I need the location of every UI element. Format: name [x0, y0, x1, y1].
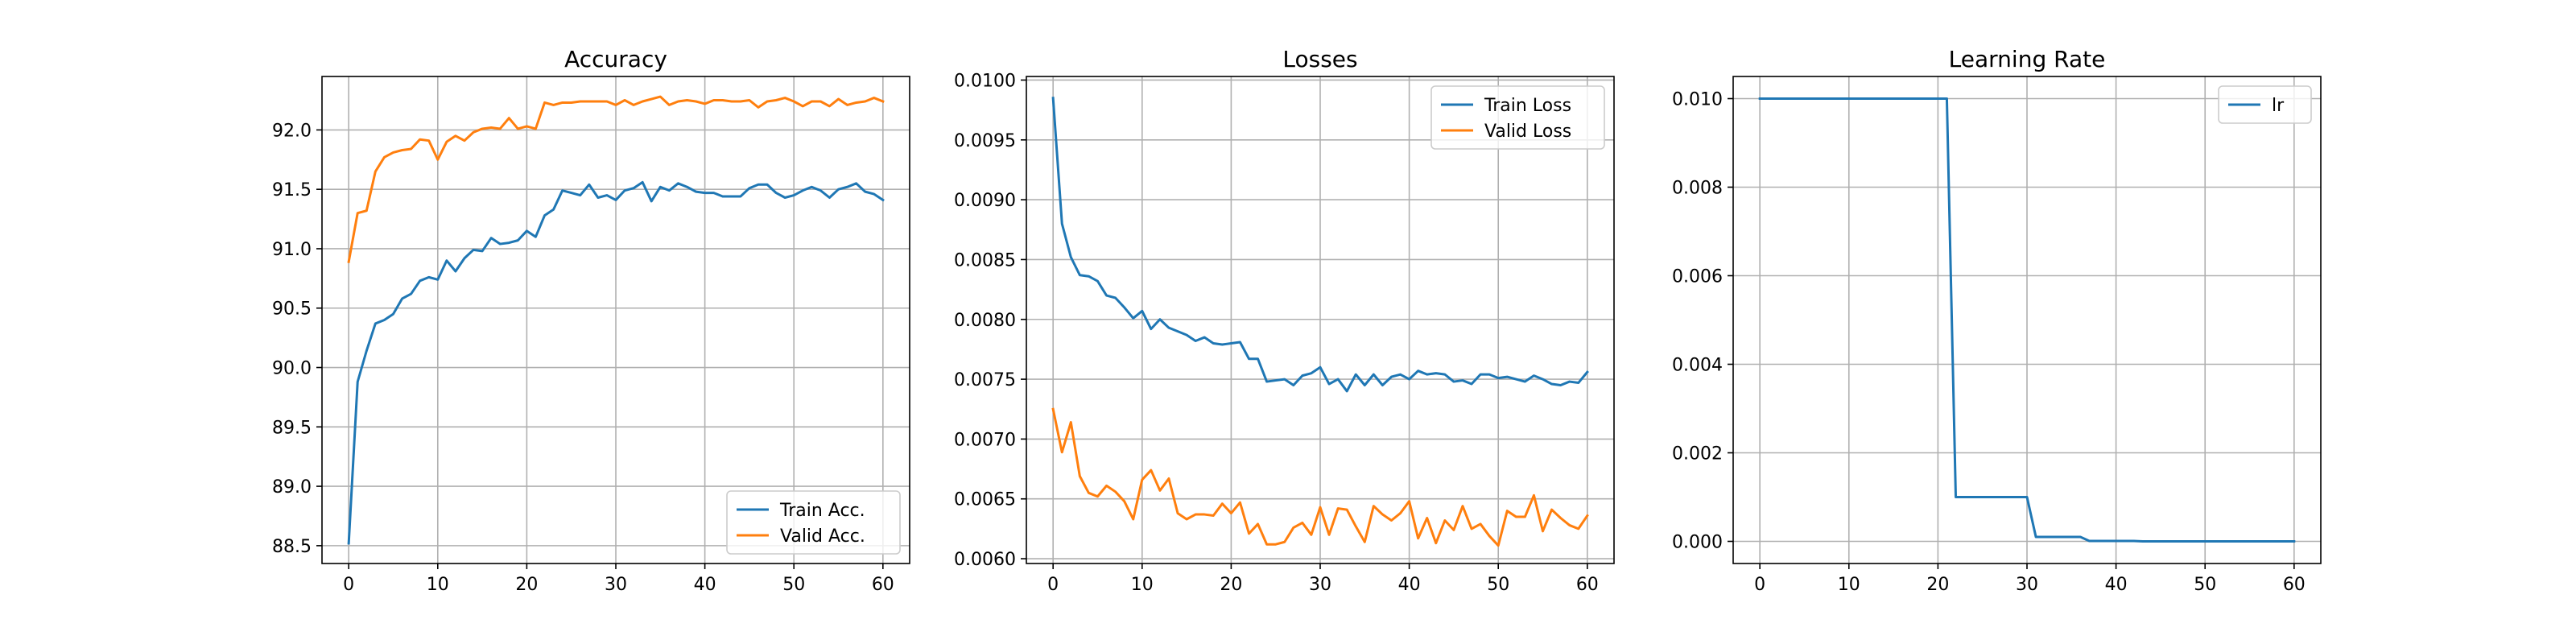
chart-3-learning-rate: 0 10 20 30 40 50 60 0.000 0.002 0.004 0.006 0.008 0.… — [1672, 46, 2322, 595]
chart-1-legend-box — [726, 490, 901, 555]
chart-2-y-tick-label: 0.0070 — [954, 430, 1016, 450]
chart-2-y-tick-label: 0.0085 — [954, 250, 1016, 270]
chart-3-x-tick-label: 0 — [1754, 575, 1765, 595]
chart-2-y-tick-label: 0.0090 — [954, 191, 1016, 211]
chart-3-legend-box — [2218, 85, 2312, 124]
chart-2-legend-label-valid-loss: Valid Loss — [1484, 122, 1571, 142]
chart-1-legend-label-valid-acc: Valid Acc. — [780, 526, 865, 547]
chart-2-x-tick-label: 0 — [1047, 575, 1059, 595]
chart-2-x-tick-label: 30 — [1309, 575, 1331, 595]
chart-2-losses: 0 10 20 30 40 50 60 0.0060 0.0065 0.0070 0.0075 0.0… — [954, 46, 1615, 595]
chart-1-y-tick-label: 91.5 — [272, 180, 312, 200]
chart-2-y-tick-label: 0.0095 — [954, 131, 1016, 151]
chart-3-y-tick-label: 0.002 — [1672, 444, 1723, 464]
chart-3-y-tick-label: 0.004 — [1672, 356, 1723, 376]
chart-2-x-tick-label: 50 — [1487, 575, 1509, 595]
chart-2-series-valid-loss — [1051, 407, 1589, 547]
chart-1-series-train-acc — [347, 180, 885, 545]
chart-1-series-valid-acc — [347, 95, 885, 263]
chart-3-x-tick-label: 60 — [2283, 575, 2306, 595]
chart-1-x-tick-label: 60 — [872, 575, 894, 595]
chart-3-series-lr — [1758, 97, 2296, 543]
chart-3-x-tick-label: 10 — [1838, 575, 1860, 595]
chart-1-y-tick-label: 92.0 — [272, 121, 312, 141]
chart-3-x-tick-label: 50 — [2194, 575, 2216, 595]
chart-1-x-tick-label: 50 — [782, 575, 805, 595]
chart-1-accuracy: 0 10 20 30 40 50 60 88.5 89.0 89.5 90.0 90.5 91.0 91.… — [272, 46, 910, 595]
chart-2-legend: Train Loss Valid Loss — [1430, 85, 1605, 150]
chart-2-x-tick-label: 40 — [1398, 575, 1421, 595]
chart-2-y-tick-label: 0.0075 — [954, 370, 1016, 390]
chart-1-y-tick-label: 90.5 — [272, 299, 312, 320]
chart-3-x-tick-label: 20 — [1926, 575, 1949, 595]
chart-2-x-tick-label: 10 — [1131, 575, 1154, 595]
chart-1-x-tick-label: 0 — [343, 575, 354, 595]
chart-2-x-tick-label: 60 — [1576, 575, 1599, 595]
chart-2-y-tick-label: 0.0080 — [954, 311, 1016, 331]
chart-1-y-tick-label: 89.5 — [272, 418, 312, 438]
chart-1-y-tick-label: 88.5 — [272, 537, 312, 557]
chart-3-y-tick-label: 0.000 — [1672, 533, 1723, 553]
chart-3-y-tick-label: 0.006 — [1672, 267, 1723, 287]
chart-1-y-tick-label: 90.0 — [272, 359, 312, 379]
chart-1-title: Accuracy — [564, 46, 667, 72]
chart-3-y-tick-label: 0.010 — [1672, 90, 1723, 110]
chart-2-y-tick-label: 0.0060 — [954, 550, 1016, 570]
chart-2-title: Losses — [1282, 46, 1357, 72]
chart-3-legend: lr — [2218, 85, 2312, 124]
chart-3-y-tick-label: 0.008 — [1672, 179, 1723, 199]
chart-2-y-tick-label: 0.0065 — [954, 490, 1016, 510]
chart-1-y-tick-label: 91.0 — [272, 240, 312, 260]
chart-1-x-tick-label: 20 — [515, 575, 538, 595]
chart-2-y-tick-label: 0.0100 — [954, 71, 1016, 91]
chart-1-x-tick-label: 10 — [427, 575, 449, 595]
chart-1-x-tick-label: 30 — [605, 575, 627, 595]
chart-3-title: Learning Rate — [1949, 46, 2106, 72]
chart-1-legend-label-train-acc: Train Acc. — [779, 501, 865, 521]
chart-2-series-train-loss — [1051, 97, 1589, 393]
chart-1-x-tick-label: 40 — [694, 575, 716, 595]
chart-3-x-tick-label: 30 — [2016, 575, 2038, 595]
chart-1-y-tick-label: 89.0 — [272, 477, 312, 497]
chart-2-x-tick-label: 20 — [1220, 575, 1242, 595]
chart-1-legend: Train Acc. Valid Acc. — [726, 490, 901, 555]
chart-2-legend-label-train-loss: Train Loss — [1484, 96, 1571, 116]
chart-2-legend-box — [1430, 85, 1605, 150]
chart-3-x-tick-label: 40 — [2105, 575, 2128, 595]
chart-3-legend-label-lr: lr — [2272, 96, 2285, 116]
